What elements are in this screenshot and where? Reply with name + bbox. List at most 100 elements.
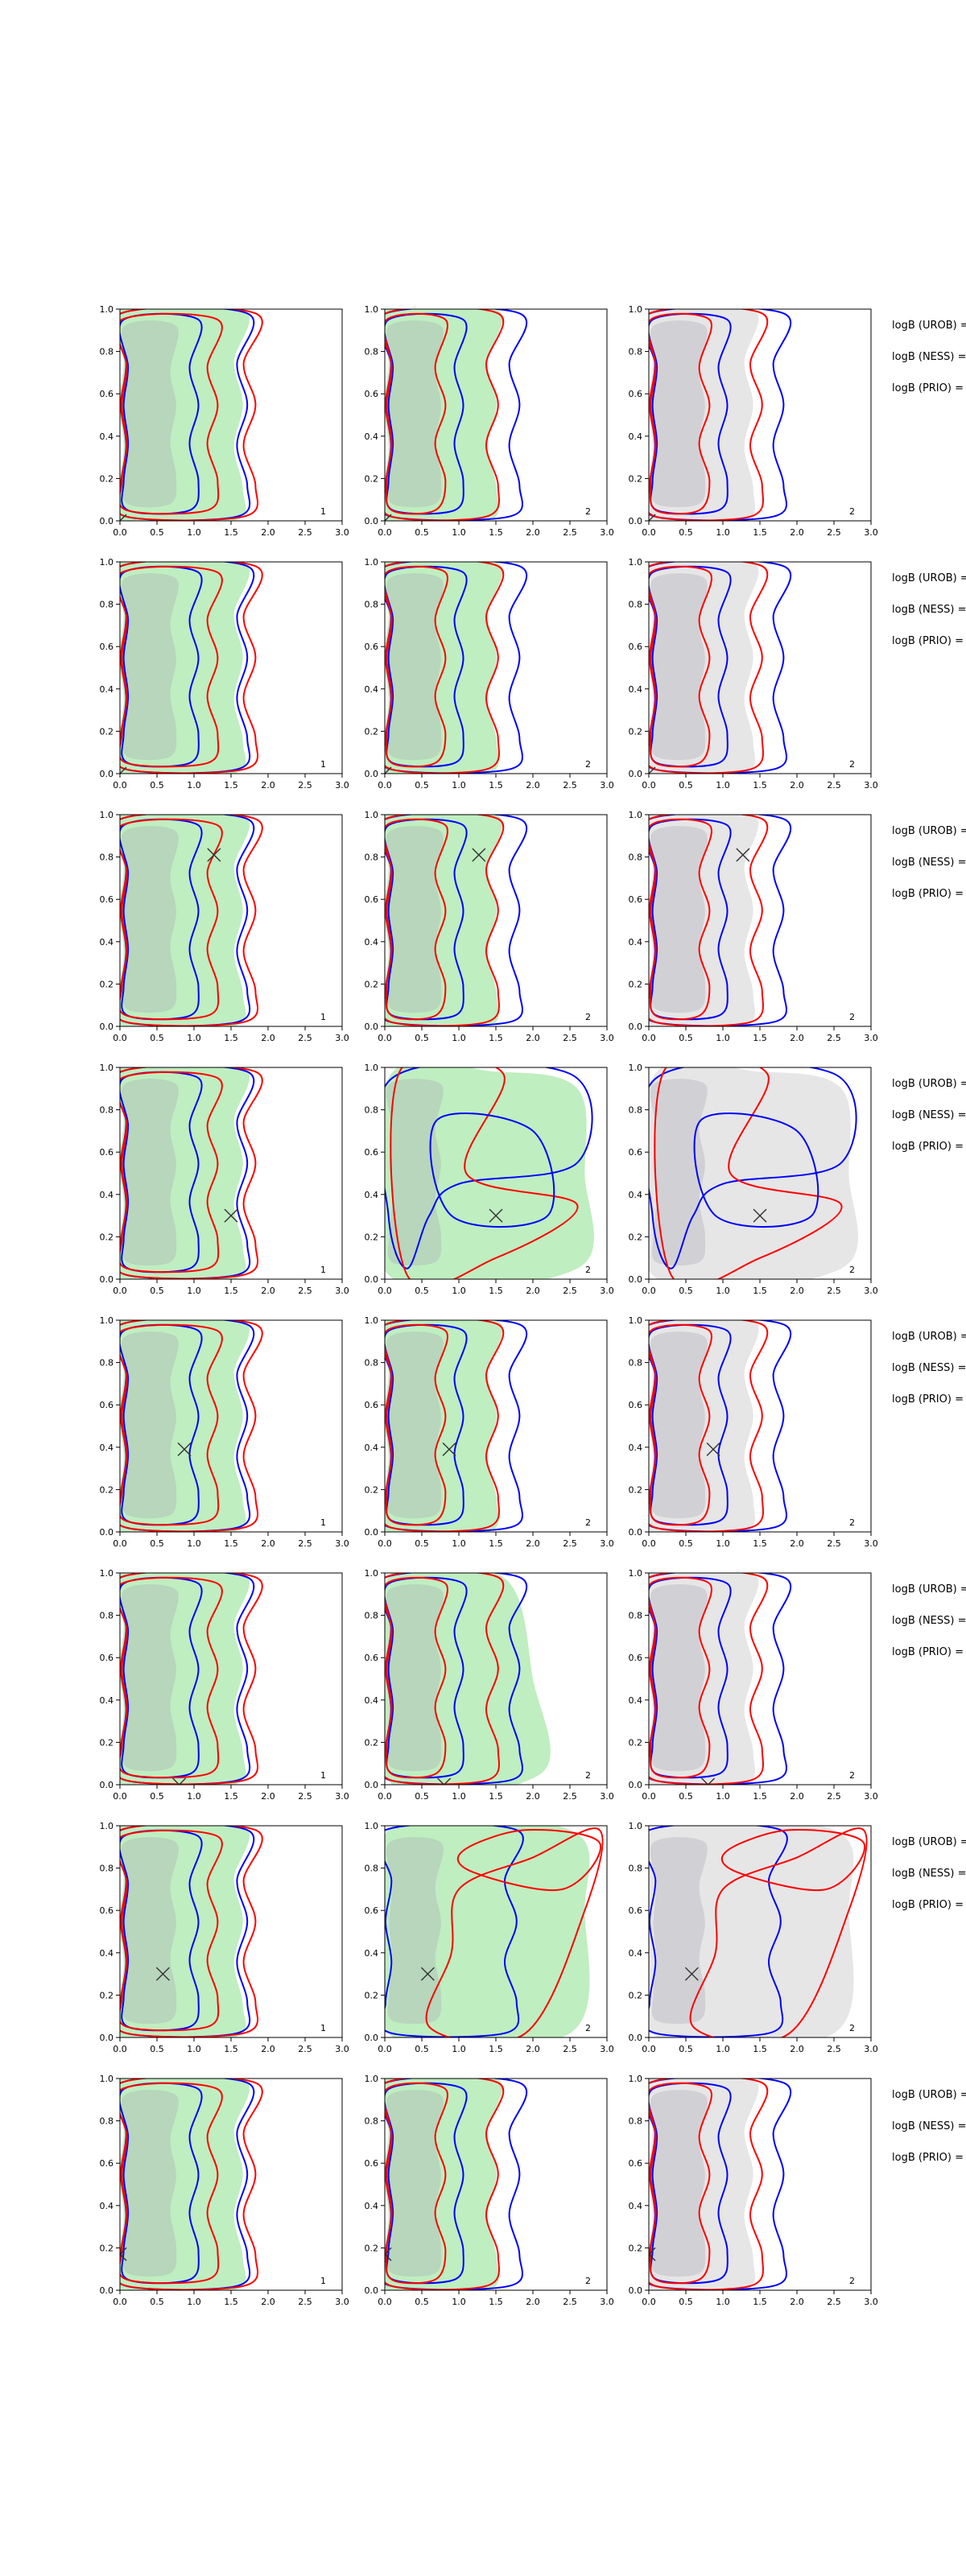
plot-area	[385, 562, 527, 774]
y-tick-label: 0.6	[100, 642, 114, 652]
x-tick-label: 1.5	[224, 1538, 238, 1549]
x-tick-label: 0.5	[415, 780, 429, 791]
row-logB-label: logB (UROB) =	[892, 1078, 966, 1090]
cross-marker	[224, 1208, 238, 1223]
y-tick-label: 1.0	[100, 1821, 114, 1831]
y-tick-label: 0.0	[365, 516, 379, 526]
x-tick-label: 2.5	[563, 1538, 577, 1549]
blue-contour	[649, 1576, 732, 1779]
x-tick-label: 3.0	[864, 1033, 878, 1043]
row-logB-label: logB (PRIO) =	[892, 2152, 964, 2164]
inner-grey-region	[386, 573, 444, 761]
y-tick-label: 0.4	[100, 431, 114, 442]
inner-grey-region	[386, 1584, 444, 1772]
panel-r3-c3: 0.0 0.5 1.0 1.5 2.0 2.5 3.0 0.0 0.2 0.4 0.6 0.8 1.0 2	[629, 810, 878, 1043]
y-tick-label: 0.4	[629, 431, 643, 442]
x-tick-label: 2.5	[827, 2044, 841, 2054]
y-tick-label: 0.8	[629, 600, 643, 610]
x-tick-label: 3.0	[335, 1538, 349, 1549]
row-logB-label: logB (UROB) =	[892, 825, 966, 837]
inner-grey-region	[650, 1079, 708, 1266]
plot-area	[649, 309, 791, 521]
y-tick-label: 0.6	[629, 389, 643, 399]
inner-grey-region	[386, 1837, 444, 2025]
green-filled-region	[120, 2079, 250, 2290]
y-tick-label: 1.0	[629, 810, 643, 820]
x-tick-label: 1.5	[489, 1791, 503, 1802]
row-logB-label: logB (PRIO) =	[892, 888, 964, 900]
y-tick-label: 0.4	[100, 937, 114, 947]
y-tick-label: 0.2	[365, 979, 379, 989]
x-tick-label: 1.5	[753, 2044, 767, 2054]
x-tick-label: 0.5	[679, 1538, 693, 1549]
y-tick-label: 1.0	[629, 1568, 643, 1579]
inner-grey-region	[121, 320, 179, 508]
y-tick-label: 1.0	[100, 1568, 114, 1579]
y-tick-label: 0.2	[100, 1484, 114, 1495]
red-contour	[120, 1323, 223, 1526]
plot-area	[120, 2079, 263, 2290]
x-tick-label: 2.0	[261, 527, 275, 538]
panel-r6-c1: 0.0 0.5 1.0 1.5 2.0 2.5 3.0 0.0 0.2 0.4 0.6 0.8 1.0 1	[100, 1568, 349, 1802]
x-tick-label: 0.0	[642, 1286, 656, 1296]
panel-r8-c1: 0.0 0.5 1.0 1.5 2.0 2.5 3.0 0.0 0.2 0.4 0.6 0.8 1.0 1	[100, 2074, 349, 2307]
x-tick-label: 2.0	[261, 1286, 275, 1296]
inner-grey-region	[121, 1584, 179, 1772]
y-tick-label: 0.8	[365, 852, 379, 863]
row-logB-label: logB (UROB) =	[892, 1836, 966, 1848]
blue-contour	[649, 818, 732, 1021]
y-tick-label: 0.4	[629, 2201, 643, 2211]
red-contour	[385, 562, 505, 774]
x-tick-label: 2.0	[261, 1791, 275, 1802]
y-tick-label: 1.0	[629, 1821, 643, 1831]
grey-filled-region	[649, 562, 759, 774]
row-logB-label: logB (NESS) =	[892, 2120, 966, 2132]
x-tick-label: 3.0	[600, 780, 614, 791]
x-tick-label: 2.5	[827, 1791, 841, 1802]
x-tick-label: 2.5	[827, 1538, 841, 1549]
y-tick-label: 0.8	[365, 1358, 379, 1368]
y-tick-label: 0.4	[100, 2201, 114, 2211]
y-tick-label: 0.8	[629, 347, 643, 357]
x-tick-label: 1.0	[187, 780, 201, 791]
inner-grey-region	[121, 1331, 179, 1519]
panel-corner-label: 1	[320, 1517, 326, 1528]
red-contour	[649, 565, 712, 768]
row-logB-label: logB (PRIO) =	[892, 1899, 964, 1911]
x-tick-label: 3.0	[600, 1791, 614, 1802]
inner-grey-region	[121, 1837, 179, 2025]
y-tick-label: 0.8	[100, 600, 114, 610]
x-tick-label: 3.0	[864, 527, 878, 538]
y-tick-label: 0.4	[365, 1190, 379, 1200]
x-tick-label: 2.5	[298, 2044, 312, 2054]
red-contour	[649, 1573, 769, 1785]
x-tick-label: 2.5	[298, 1538, 312, 1549]
green-filled-region	[120, 1320, 250, 1532]
blue-contour	[385, 1826, 524, 2037]
x-tick-label: 1.5	[489, 1033, 503, 1043]
y-tick-label: 0.6	[629, 1400, 643, 1410]
red-contour	[120, 1067, 263, 1279]
panel-corner-label: 1	[320, 759, 326, 770]
x-tick-label: 0.5	[150, 2044, 164, 2054]
y-tick-label: 0.8	[629, 2116, 643, 2127]
x-tick-label: 2.0	[526, 1538, 540, 1549]
panel-r3-c1: 0.0 0.5 1.0 1.5 2.0 2.5 3.0 0.0 0.2 0.4 0.6 0.8 1.0 1	[100, 810, 349, 1043]
y-tick-label: 0.2	[365, 473, 379, 484]
red-contour	[120, 2079, 263, 2290]
cross-marker	[385, 2247, 392, 2261]
y-tick-label: 1.0	[100, 2074, 114, 2084]
y-tick-label: 0.0	[629, 1274, 643, 1285]
red-contour	[385, 309, 505, 521]
y-tick-label: 1.0	[365, 304, 379, 315]
y-tick-label: 0.8	[365, 347, 379, 357]
y-tick-label: 0.6	[365, 642, 379, 652]
row-logB-label: logB (PRIO) =	[892, 382, 964, 394]
y-tick-label: 0.8	[100, 1358, 114, 1368]
panel-r8-c3: 0.0 0.5 1.0 1.5 2.0 2.5 3.0 0.0 0.2 0.4 0.6 0.8 1.0 2	[629, 2074, 878, 2307]
red-contour	[120, 1573, 263, 1785]
y-tick-label: 1.0	[629, 2074, 643, 2084]
y-tick-label: 0.8	[100, 347, 114, 357]
y-tick-label: 0.6	[100, 2158, 114, 2169]
panel-r2-c1: 0.0 0.5 1.0 1.5 2.0 2.5 3.0 0.0 0.2 0.4 0.6 0.8 1.0 1	[100, 557, 349, 791]
